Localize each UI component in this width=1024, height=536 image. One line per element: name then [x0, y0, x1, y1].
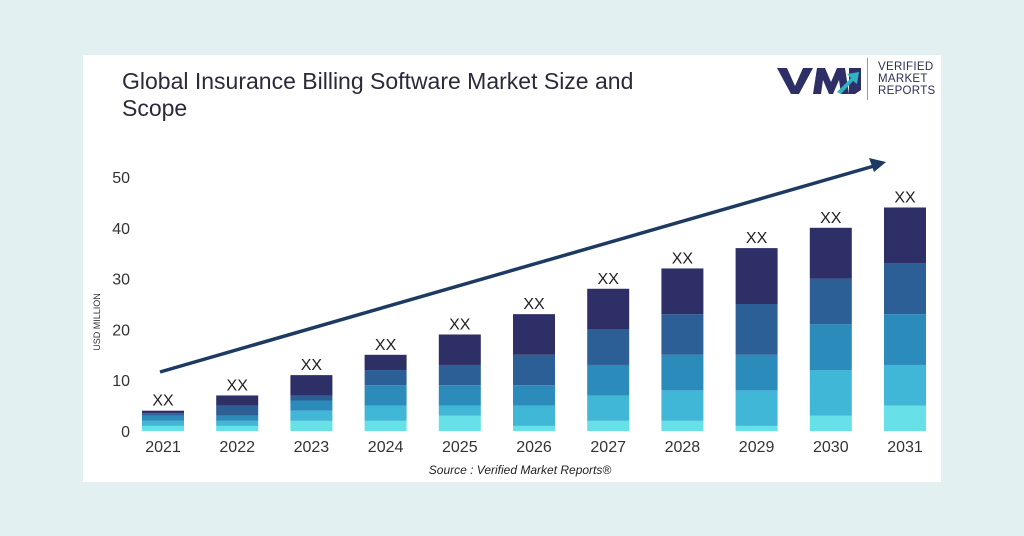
bar-segment [216, 425, 259, 431]
x-tick-label: 2021 [145, 439, 181, 456]
data-label: XX [894, 189, 916, 206]
x-tick-label: 2030 [813, 439, 849, 456]
data-label: XX [227, 377, 249, 394]
bar-segment [661, 268, 704, 315]
bar-segment [735, 425, 778, 431]
data-label: XX [152, 393, 174, 410]
data-label: XX [375, 337, 397, 354]
x-tick-label: 2025 [442, 439, 478, 456]
bar-segment [142, 415, 184, 421]
bar-segment [216, 395, 259, 406]
bar-segment [290, 395, 333, 401]
bar-segment [364, 385, 407, 406]
y-tick-label: 0 [121, 424, 130, 441]
bar-segment [513, 314, 555, 355]
chart-title: Global Insurance Billing Software Market… [122, 68, 634, 121]
bar-segment [809, 227, 852, 279]
logo-divider [867, 58, 868, 100]
y-tick-label: 30 [112, 272, 130, 289]
bar-segment [290, 375, 333, 396]
logo-line: REPORTS [878, 85, 936, 97]
bar-segment [438, 334, 481, 365]
data-label: XX [449, 316, 471, 333]
bar-segment [735, 390, 778, 426]
bar-segment [735, 248, 778, 304]
data-label: XX [598, 271, 620, 288]
y-axis-label: USD MILLION [92, 293, 102, 351]
bar-segment [364, 354, 407, 371]
bar-segment [661, 390, 704, 421]
bar-segment [290, 420, 333, 431]
x-tick-label: 2029 [739, 439, 775, 456]
data-label: XX [746, 230, 768, 247]
x-tick-label: 2028 [665, 439, 701, 456]
bar-segment [438, 405, 481, 416]
bar-segment [364, 370, 407, 386]
bar-segment [142, 410, 184, 414]
bar-segment [809, 415, 852, 431]
trend-arrow-line [159, 164, 875, 374]
trend-arrow-head [869, 158, 886, 172]
bar-segment [587, 420, 630, 431]
data-label: XX [820, 210, 842, 227]
bar-segment [513, 405, 555, 426]
bar-segment [884, 263, 926, 315]
bar-segment [142, 413, 184, 416]
x-tick-label: 2024 [368, 439, 404, 456]
data-label: XX [301, 357, 323, 374]
bar-segment [438, 385, 481, 406]
bar-segment [884, 314, 926, 365]
bar-segment [216, 420, 259, 426]
bar-segment [290, 410, 333, 421]
bar-segment [661, 420, 704, 431]
bar-segment [587, 329, 630, 365]
bar-segment [809, 370, 852, 416]
logo-line: MARKET [878, 73, 928, 85]
bar-segment [142, 420, 184, 426]
bar-segment [513, 385, 555, 406]
x-tick-label: 2022 [219, 439, 255, 456]
y-tick-label: 10 [112, 373, 130, 390]
y-tick-label: 40 [112, 221, 130, 238]
logo-line: VERIFIED [878, 61, 934, 73]
bar-segment [142, 425, 184, 431]
x-tick-label: 2026 [516, 439, 552, 456]
bar-segment [661, 354, 704, 391]
y-tick-label: 50 [112, 170, 130, 187]
vmr-logo-icon [777, 68, 861, 94]
bar-segment [884, 207, 926, 264]
bar-segment [513, 354, 555, 386]
data-label: XX [672, 250, 694, 267]
bar-segment [513, 425, 555, 431]
bar-segment [661, 314, 704, 355]
bar-segment [438, 415, 481, 431]
bar-segment [587, 395, 630, 421]
bar-segment [587, 364, 630, 396]
bar-segment [809, 324, 852, 371]
bar-segment [735, 354, 778, 391]
bar-segment [216, 415, 259, 421]
x-tick-label: 2031 [887, 439, 923, 456]
bar-segment [216, 405, 259, 416]
bar-segment [735, 304, 778, 355]
data-label: XX [523, 296, 545, 313]
bar-segment [587, 288, 630, 330]
source-note: Source : Verified Market Reports® [428, 463, 612, 477]
logo-text: VERIFIED MARKET REPORTS [878, 61, 935, 97]
bar-segment [884, 364, 926, 406]
bar-segment [364, 405, 407, 421]
bar-segment [884, 405, 926, 431]
bar-segment [364, 420, 407, 431]
y-tick-label: 20 [112, 322, 130, 339]
x-tick-label: 2027 [590, 439, 626, 456]
x-tick-label: 2023 [294, 439, 330, 456]
bar-segment [290, 400, 333, 411]
bar-segment [438, 364, 481, 386]
bar-segment [809, 278, 852, 325]
